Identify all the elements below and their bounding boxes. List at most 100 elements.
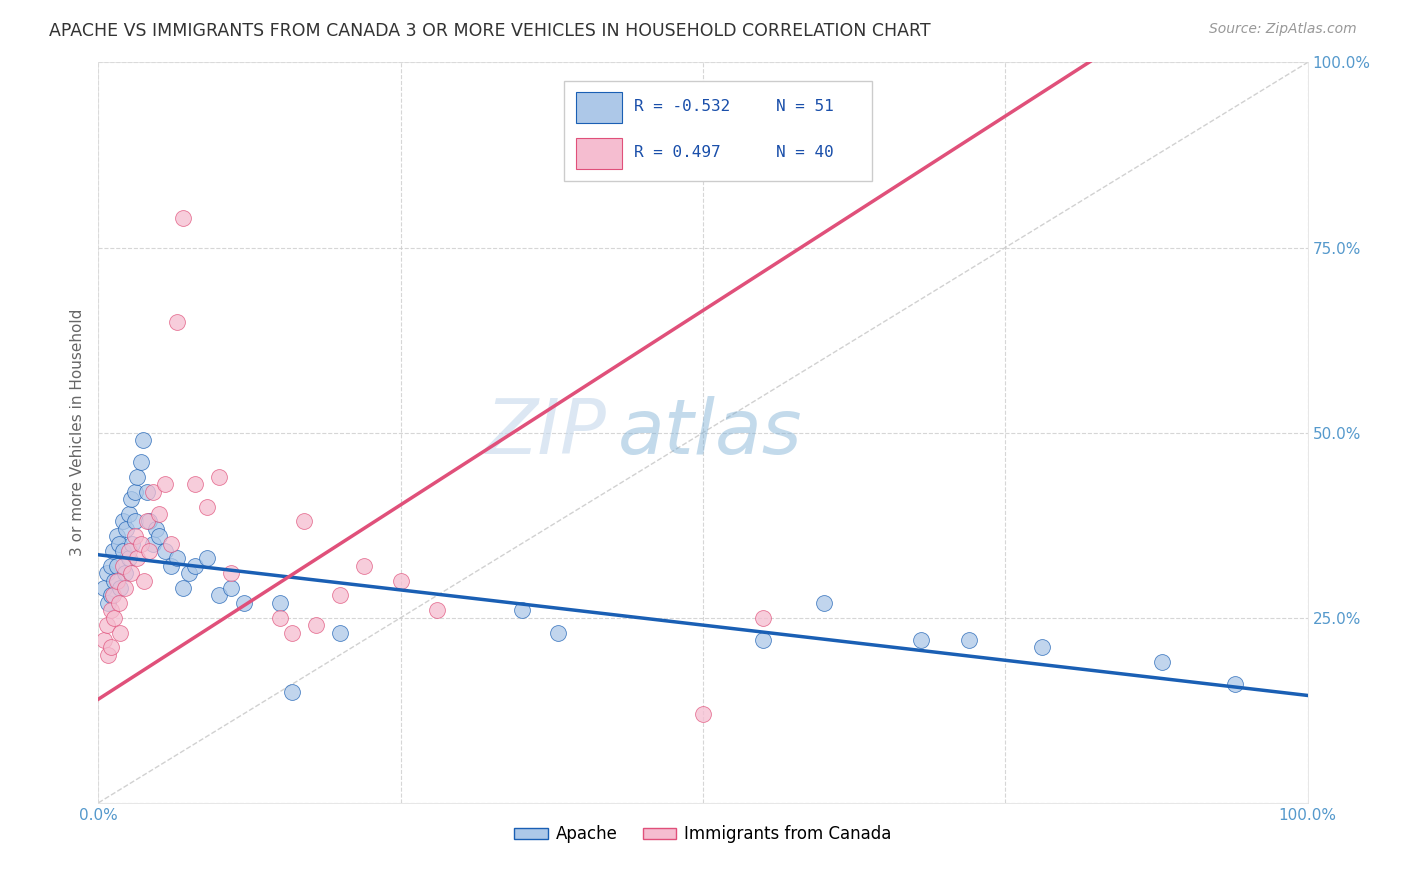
Point xyxy=(184,558,207,573)
Point xyxy=(353,558,375,573)
FancyBboxPatch shape xyxy=(564,81,872,181)
Point xyxy=(389,574,412,588)
Text: N = 40: N = 40 xyxy=(776,145,834,161)
Point xyxy=(127,470,149,484)
Point xyxy=(93,632,115,647)
Point xyxy=(129,455,152,469)
Point xyxy=(101,589,124,603)
Point xyxy=(135,484,157,499)
Point xyxy=(138,515,160,529)
Point xyxy=(103,610,125,624)
Point xyxy=(1031,640,1053,655)
Point xyxy=(97,596,120,610)
Point xyxy=(752,632,775,647)
Text: Source: ZipAtlas.com: Source: ZipAtlas.com xyxy=(1209,22,1357,37)
Text: N = 51: N = 51 xyxy=(776,99,834,114)
Point xyxy=(281,685,304,699)
Point xyxy=(129,536,152,550)
Point xyxy=(124,515,146,529)
Point xyxy=(329,589,352,603)
Text: atlas: atlas xyxy=(619,396,803,469)
Point xyxy=(127,551,149,566)
Point xyxy=(120,492,142,507)
Point xyxy=(108,625,131,640)
Text: R = -0.532: R = -0.532 xyxy=(634,99,730,114)
Point xyxy=(195,500,218,514)
Point xyxy=(111,558,134,573)
Point xyxy=(547,625,569,640)
Point xyxy=(142,536,165,550)
Point xyxy=(145,522,167,536)
Point xyxy=(124,529,146,543)
Point xyxy=(114,566,136,581)
Point xyxy=(111,544,134,558)
Point xyxy=(166,551,188,566)
Point xyxy=(221,581,243,595)
Point xyxy=(101,544,124,558)
Point xyxy=(1223,677,1246,691)
Point xyxy=(108,536,131,550)
Text: ZIP: ZIP xyxy=(485,396,606,469)
Point xyxy=(752,610,775,624)
Point xyxy=(108,596,131,610)
Point xyxy=(100,603,122,617)
Point xyxy=(132,433,155,447)
Point xyxy=(1152,655,1174,669)
FancyBboxPatch shape xyxy=(576,138,621,169)
Point xyxy=(142,484,165,499)
Point xyxy=(134,574,156,588)
Point xyxy=(160,536,183,550)
Point xyxy=(118,551,141,566)
Point xyxy=(426,603,449,617)
Legend: Apache, Immigrants from Canada: Apache, Immigrants from Canada xyxy=(508,819,898,850)
Point xyxy=(103,574,125,588)
Point xyxy=(957,632,980,647)
Point xyxy=(813,596,835,610)
Point xyxy=(105,558,128,573)
Point xyxy=(118,544,141,558)
Point xyxy=(166,314,188,328)
Point xyxy=(100,558,122,573)
Point xyxy=(305,618,328,632)
Point xyxy=(184,477,207,491)
Point xyxy=(269,596,291,610)
Point xyxy=(179,566,201,581)
Point xyxy=(100,640,122,655)
Point xyxy=(510,603,533,617)
Point xyxy=(232,596,254,610)
Point xyxy=(97,648,120,662)
Point xyxy=(121,536,143,550)
Point xyxy=(172,211,194,225)
Point xyxy=(115,522,138,536)
Point xyxy=(124,484,146,499)
Point xyxy=(329,625,352,640)
Point xyxy=(135,515,157,529)
Point xyxy=(96,618,118,632)
Point xyxy=(269,610,291,624)
Point xyxy=(153,477,176,491)
Point xyxy=(148,507,170,521)
Point xyxy=(281,625,304,640)
Point xyxy=(292,515,315,529)
Point xyxy=(692,706,714,721)
Point xyxy=(148,529,170,543)
Point xyxy=(120,566,142,581)
Y-axis label: 3 or more Vehicles in Household: 3 or more Vehicles in Household xyxy=(70,309,86,557)
Point xyxy=(108,581,131,595)
Point xyxy=(118,507,141,521)
Point xyxy=(910,632,932,647)
Point xyxy=(105,529,128,543)
Point xyxy=(208,470,231,484)
Point xyxy=(114,581,136,595)
Point xyxy=(172,581,194,595)
Point xyxy=(195,551,218,566)
Text: R = 0.497: R = 0.497 xyxy=(634,145,721,161)
Point xyxy=(100,589,122,603)
Point xyxy=(138,544,160,558)
FancyBboxPatch shape xyxy=(576,92,621,123)
Point xyxy=(93,581,115,595)
Point xyxy=(221,566,243,581)
Point xyxy=(160,558,183,573)
Point xyxy=(96,566,118,581)
Point xyxy=(153,544,176,558)
